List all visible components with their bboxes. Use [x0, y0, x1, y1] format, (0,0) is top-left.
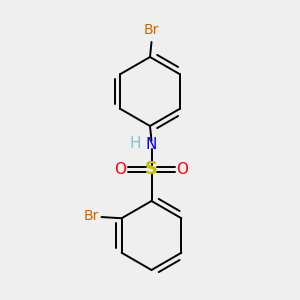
Text: O: O: [176, 162, 188, 177]
Text: N: N: [146, 137, 157, 152]
Text: H: H: [129, 136, 141, 151]
Text: O: O: [115, 162, 127, 177]
Text: Br: Br: [144, 23, 159, 38]
Text: S: S: [145, 160, 158, 178]
Text: Br: Br: [84, 209, 99, 223]
